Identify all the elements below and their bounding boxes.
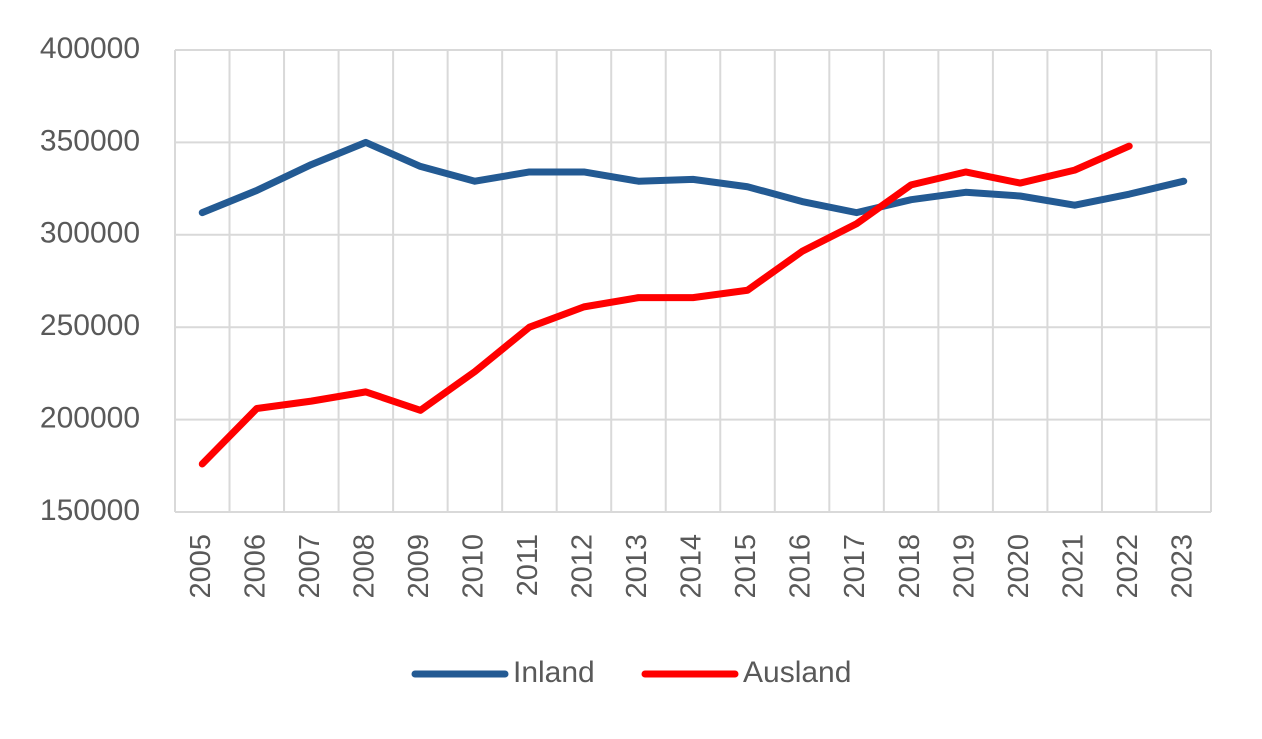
x-tick-label: 2022	[1112, 534, 1144, 599]
x-tick-label: 2019	[948, 534, 980, 599]
x-tick-label: 2012	[567, 534, 599, 599]
x-tick-label: 2015	[730, 534, 762, 599]
x-tick-label: 2006	[239, 534, 271, 599]
series-line	[198, 142, 1133, 468]
x-tick-label: 2010	[458, 534, 490, 599]
y-tick-label: 200000	[40, 402, 140, 435]
x-tick-label: 2008	[348, 534, 380, 599]
legend-label: Ausland	[743, 656, 851, 689]
x-tick-label: 2016	[785, 534, 817, 599]
series-line	[198, 138, 1188, 217]
x-tick-label: 2023	[1166, 534, 1198, 599]
y-tick-label: 300000	[40, 217, 140, 250]
x-tick-label: 2011	[512, 534, 544, 596]
x-tick-label: 2018	[894, 534, 926, 599]
x-tick-label: 2007	[294, 534, 326, 599]
y-tick-label: 250000	[40, 309, 140, 342]
y-tick-label: 400000	[40, 32, 140, 65]
x-tick-label: 2009	[403, 534, 435, 599]
legend-label: Inland	[513, 656, 595, 689]
x-tick-label: 2005	[185, 534, 217, 599]
x-tick-label: 2017	[839, 534, 871, 599]
x-tick-label: 2013	[621, 534, 653, 599]
x-tick-label: 2021	[1057, 534, 1089, 599]
x-tick-label: 2014	[676, 534, 708, 599]
y-tick-label: 350000	[40, 124, 140, 157]
y-tick-label: 150000	[40, 494, 140, 527]
x-tick-label: 2020	[1003, 534, 1035, 599]
